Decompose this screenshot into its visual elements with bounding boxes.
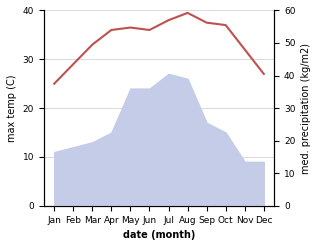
Y-axis label: max temp (C): max temp (C) xyxy=(7,74,17,142)
X-axis label: date (month): date (month) xyxy=(123,230,195,240)
Y-axis label: med. precipitation (kg/m2): med. precipitation (kg/m2) xyxy=(301,43,311,174)
